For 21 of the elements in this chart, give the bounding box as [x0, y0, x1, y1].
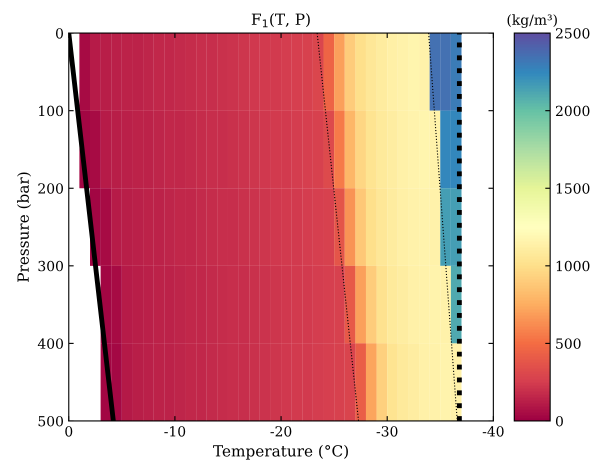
chart-title: F$_{1}$(T, P) [252, 13, 310, 28]
x-tick-label: -10 [164, 426, 186, 437]
color-bar-label: 500 [556, 338, 581, 349]
color-bar-label: 2500 [556, 28, 590, 39]
color-bar-label: 1000 [556, 260, 590, 272]
x-tick-label: -40 [482, 426, 504, 437]
x-tick-label: -30 [376, 426, 398, 437]
y-tick-label: 200 [38, 183, 63, 194]
color-bar-label: 0 [556, 416, 563, 426]
y-axis-title: Pressure (bar) [17, 172, 32, 282]
y-tick-label: 500 [38, 416, 63, 426]
x-tick-label: 0 [65, 426, 72, 437]
color-bar-label: 2000 [556, 106, 590, 116]
y-tick-label: 300 [38, 260, 63, 272]
color-bar-label: 1500 [556, 183, 590, 194]
x-tick-label: -20 [270, 426, 292, 437]
color-bar-title: (kg/m³) [508, 14, 557, 28]
y-tick-label: 100 [39, 106, 63, 116]
y-tick-label: 0 [56, 28, 63, 39]
y-tick-label: 400 [38, 338, 63, 349]
x-axis-title: Temperature (°C) [213, 444, 348, 460]
